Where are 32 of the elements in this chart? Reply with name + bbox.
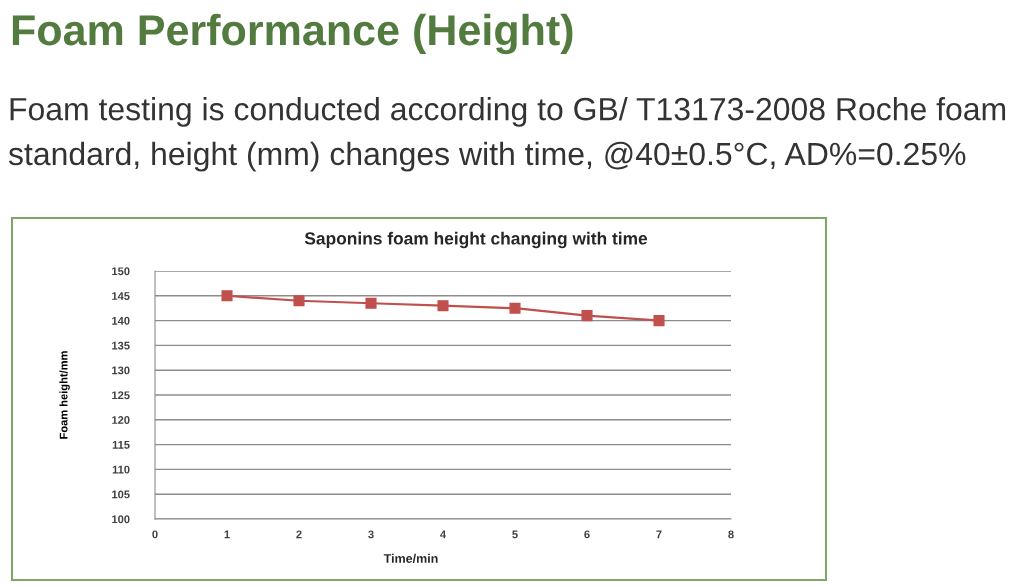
y-tick-label: 115	[112, 440, 130, 449]
y-tick-label: 120	[112, 416, 130, 424]
x-tick-label: 8	[728, 530, 734, 539]
x-axis-title: Time/min	[383, 553, 438, 564]
chart-title: Foam Performance (Height)	[12, 13, 573, 55]
point	[365, 297, 377, 309]
y-tick-label: 145	[112, 292, 130, 300]
text: Saponins foam height changing with time	[304, 231, 648, 249]
y-axis-title: Foam height/mm	[59, 351, 70, 439]
x-tick-label: 7	[656, 530, 662, 539]
x-tick-label: 5	[512, 530, 518, 539]
point	[581, 310, 593, 322]
x-tick-label: 0	[152, 530, 158, 539]
y-tick-label: 125	[112, 391, 130, 400]
point	[653, 315, 665, 327]
point	[293, 295, 305, 307]
point	[221, 290, 233, 302]
y-tick-label: 135	[112, 341, 130, 350]
x-tick-label: 6	[584, 530, 590, 539]
y-tick-label: 140	[112, 316, 130, 325]
y-tick-label: 105	[112, 490, 130, 499]
y-tick-label: 110	[112, 465, 130, 474]
y-tick-label: 100	[112, 515, 130, 524]
x-tick-label: 1	[224, 530, 230, 539]
point	[509, 302, 521, 314]
x-tick-label: 4	[440, 530, 447, 539]
y-tick-label: 150	[112, 267, 130, 276]
y-tick-label: 130	[112, 366, 130, 375]
x-tick-label: 2	[296, 530, 302, 539]
point	[437, 300, 449, 312]
x-tick-label: 3	[368, 530, 374, 539]
chart-subtitle: Foam testing is conducted according to GB/ T13173-2008 Roche foam standard, height (mm) changes with time, @40±0.5°C, AD%=0.25%	[8, 97, 1006, 172]
